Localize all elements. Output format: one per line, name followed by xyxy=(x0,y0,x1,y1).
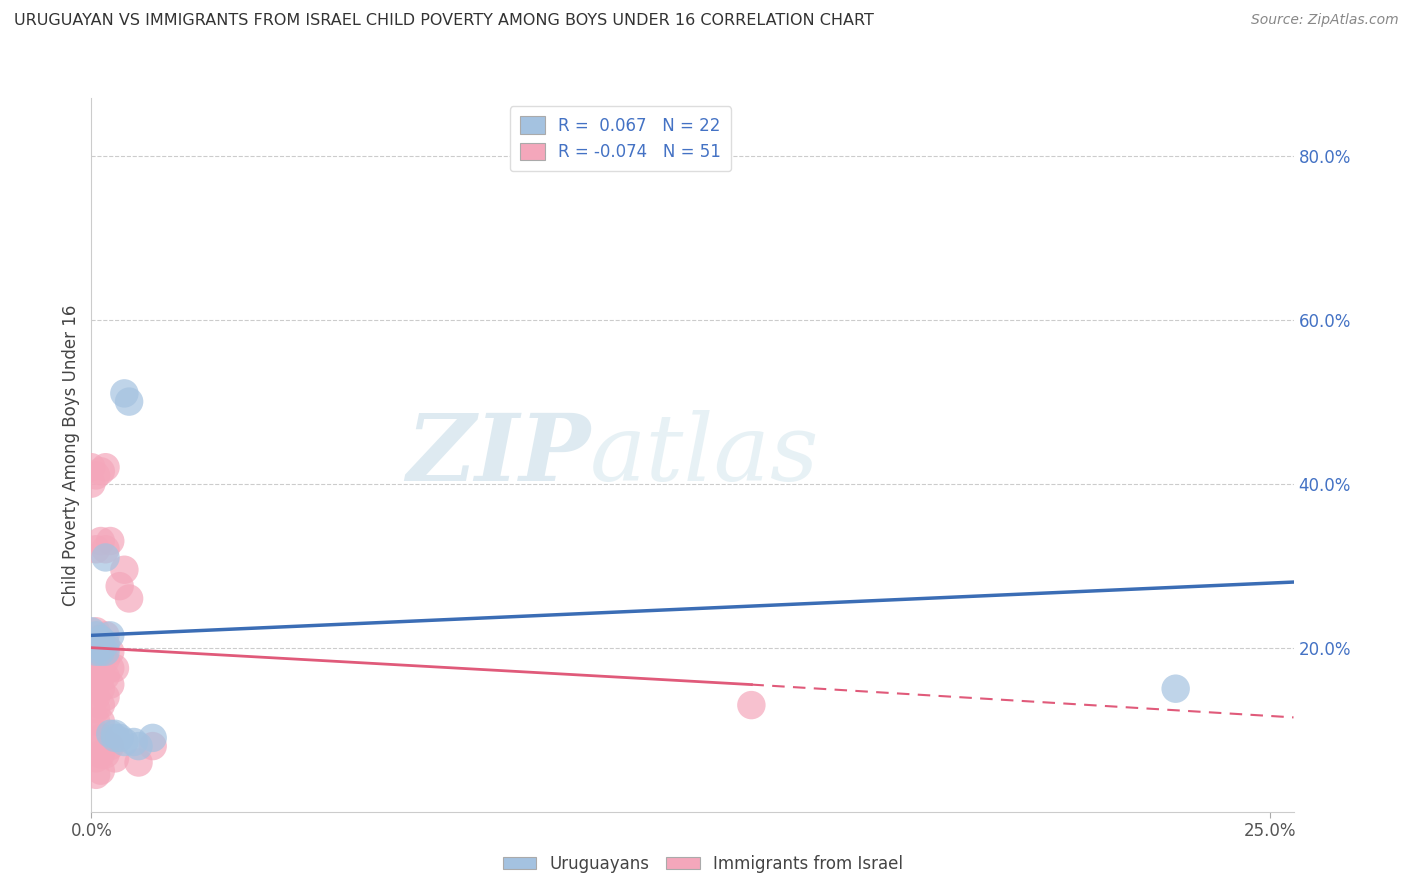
Text: atlas: atlas xyxy=(591,410,820,500)
Point xyxy=(90,747,112,762)
Point xyxy=(94,645,117,659)
Text: URUGUAYAN VS IMMIGRANTS FROM ISRAEL CHILD POVERTY AMONG BOYS UNDER 16 CORRELATIO: URUGUAYAN VS IMMIGRANTS FROM ISRAEL CHIL… xyxy=(14,13,875,29)
Point xyxy=(112,386,135,401)
Point xyxy=(84,727,107,741)
Point xyxy=(94,690,117,704)
Y-axis label: Child Poverty Among Boys Under 16: Child Poverty Among Boys Under 16 xyxy=(62,304,80,606)
Point xyxy=(84,645,107,659)
Point xyxy=(94,640,117,655)
Point xyxy=(84,468,107,483)
Point xyxy=(104,661,127,675)
Point xyxy=(142,739,165,753)
Point xyxy=(90,681,112,696)
Point xyxy=(90,764,112,778)
Point xyxy=(84,768,107,782)
Point xyxy=(90,714,112,729)
Point xyxy=(80,460,103,475)
Point xyxy=(84,702,107,716)
Point xyxy=(94,653,117,667)
Point xyxy=(94,542,117,557)
Point xyxy=(112,563,135,577)
Point xyxy=(84,714,107,729)
Point xyxy=(90,645,112,659)
Point xyxy=(84,628,107,642)
Point xyxy=(128,739,150,753)
Point xyxy=(90,464,112,478)
Point xyxy=(98,739,121,753)
Point xyxy=(98,534,121,549)
Point xyxy=(84,661,107,675)
Point xyxy=(84,624,107,639)
Point xyxy=(98,645,121,659)
Legend: R =  0.067   N = 22, R = -0.074   N = 51: R = 0.067 N = 22, R = -0.074 N = 51 xyxy=(510,106,731,171)
Point xyxy=(84,640,107,655)
Point xyxy=(118,394,141,409)
Point xyxy=(90,645,112,659)
Point xyxy=(94,636,117,650)
Point xyxy=(122,735,145,749)
Point xyxy=(98,677,121,691)
Point xyxy=(112,735,135,749)
Point xyxy=(108,579,131,593)
Point xyxy=(90,632,112,647)
Point xyxy=(90,632,112,647)
Point xyxy=(98,727,121,741)
Point xyxy=(90,731,112,745)
Point xyxy=(90,669,112,683)
Point xyxy=(104,751,127,765)
Point xyxy=(118,591,141,606)
Point xyxy=(94,747,117,762)
Point xyxy=(90,534,112,549)
Point xyxy=(740,698,762,712)
Point xyxy=(104,731,127,745)
Point xyxy=(80,476,103,491)
Point xyxy=(90,640,112,655)
Point xyxy=(84,669,107,683)
Point xyxy=(108,731,131,745)
Point xyxy=(90,698,112,712)
Point xyxy=(128,756,150,770)
Point xyxy=(84,636,107,650)
Point xyxy=(98,628,121,642)
Point xyxy=(84,690,107,704)
Point xyxy=(84,648,107,663)
Point xyxy=(90,657,112,671)
Text: Source: ZipAtlas.com: Source: ZipAtlas.com xyxy=(1251,13,1399,28)
Point xyxy=(94,628,117,642)
Point xyxy=(104,727,127,741)
Legend: Uruguayans, Immigrants from Israel: Uruguayans, Immigrants from Israel xyxy=(496,848,910,880)
Point xyxy=(1164,681,1187,696)
Point xyxy=(142,731,165,745)
Point xyxy=(84,542,107,557)
Point xyxy=(84,677,107,691)
Point xyxy=(80,624,103,639)
Point xyxy=(94,669,117,683)
Point xyxy=(98,661,121,675)
Point xyxy=(84,632,107,647)
Text: ZIP: ZIP xyxy=(406,410,591,500)
Point xyxy=(84,751,107,765)
Point xyxy=(94,550,117,565)
Point xyxy=(84,739,107,753)
Point xyxy=(94,460,117,475)
